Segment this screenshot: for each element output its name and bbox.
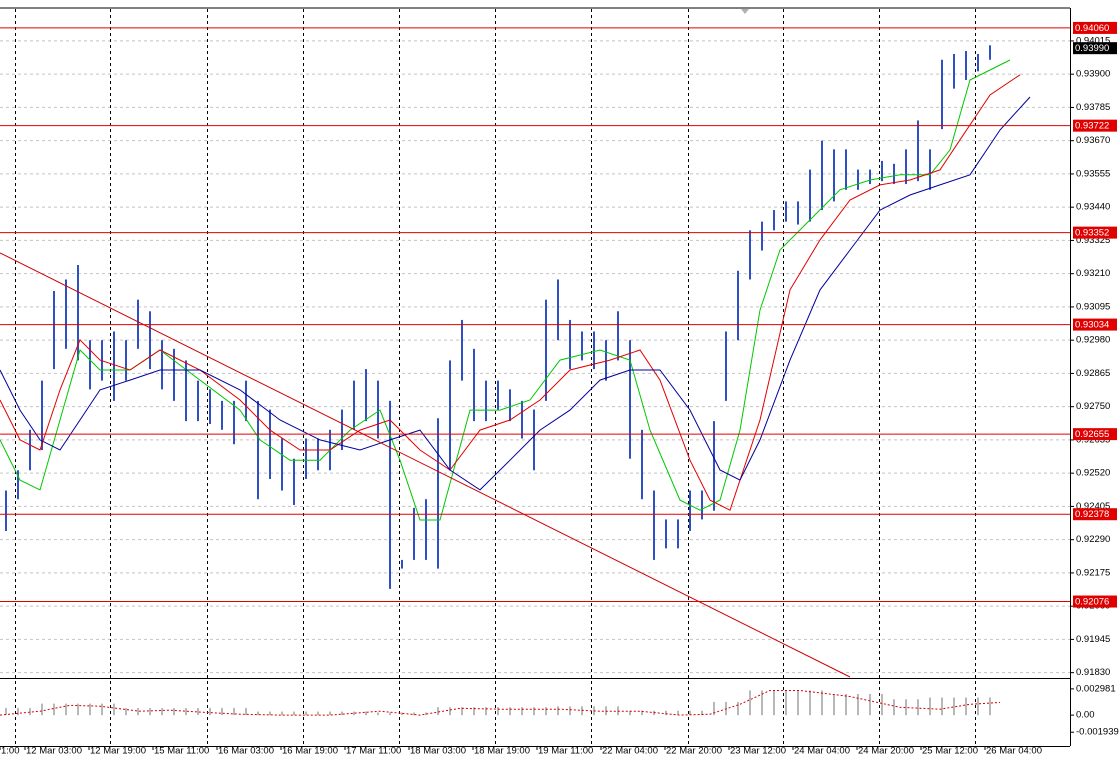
y-tick-label: 0.92980 — [1076, 335, 1110, 346]
level-label-box — [1073, 21, 1117, 34]
x-tick-label: 22 Mar 20:00 — [666, 746, 722, 757]
level-label: 0.93722 — [1075, 121, 1109, 132]
x-tick-label: 18 Mar 19:00 — [474, 746, 530, 757]
x-tick-label: 16 Mar 19:00 — [282, 746, 338, 757]
osc-signal-line — [0, 690, 1001, 716]
x-tick-label: 26 Mar 04:00 — [986, 746, 1042, 757]
x-tick-label: 24 Mar 04:00 — [794, 746, 850, 757]
y-tick-label: 0.91945 — [1076, 634, 1110, 645]
x-tick-label: 19 Mar 11:00 — [538, 746, 593, 757]
current-price-box — [1073, 42, 1117, 55]
y-tick-label: 0.92290 — [1076, 534, 1110, 545]
data-layer — [0, 27, 1070, 716]
y-tick-label: 0.93210 — [1076, 268, 1110, 279]
x-tick-label: 17 Mar 11:00 — [346, 746, 401, 757]
y-tick-label: 0.94015 — [1076, 35, 1110, 46]
shift-marker — [741, 9, 749, 14]
y-tick-label: 0.92405 — [1076, 501, 1110, 512]
grid-layer — [0, 9, 1070, 746]
axis-layer: 0.94015 0.93900 0.93785 0.93670 0.93555 0.934… — [0, 21, 1119, 757]
x-tick-label: 24 Mar 20:00 — [858, 746, 914, 757]
x-tick-label: 12 Mar 03:00 — [26, 746, 82, 757]
x-tick-label: 22 Mar 04:00 — [602, 746, 658, 757]
y-tick-label: 0.92175 — [1076, 567, 1110, 578]
level-label: 0.94060 — [1075, 23, 1109, 34]
level-label: 0.92076 — [1075, 597, 1109, 608]
y-tick-label: 0.91830 — [1076, 667, 1110, 678]
level-label-box — [1073, 428, 1117, 441]
level-label-box — [1073, 508, 1117, 521]
y-tick-label: 0.93785 — [1076, 102, 1110, 113]
y-tick-label: 0.93325 — [1076, 235, 1110, 246]
x-tick-label: 16 Mar 03:00 — [218, 746, 274, 757]
y-tick-label: 0.93095 — [1076, 301, 1110, 312]
y-tick-label: 0.92750 — [1076, 401, 1110, 412]
osc-y-tick-label: 0.002981 — [1076, 683, 1116, 694]
x-tick-label: 12 Mar 19:00 — [90, 746, 146, 757]
x-tick-label: 23 Mar 12:00 — [730, 746, 786, 757]
level-label: 0.93352 — [1075, 228, 1109, 239]
moving-average — [0, 74, 1021, 511]
moving-average — [0, 96, 1031, 491]
y-tick-label: 0.93555 — [1076, 168, 1110, 179]
y-tick-label: 0.93670 — [1076, 135, 1110, 146]
level-label: 0.93034 — [1075, 320, 1109, 331]
x-tick-label: 1:00 — [1, 746, 20, 757]
level-label-box — [1073, 595, 1117, 608]
level-label: 0.92655 — [1075, 429, 1109, 440]
y-tick-label: 0.93440 — [1076, 202, 1110, 213]
x-tick-label: 15 Mar 11:00 — [154, 746, 209, 757]
y-tick-label: 0.92865 — [1076, 368, 1110, 379]
x-tick-label: 25 Mar 12:00 — [922, 746, 978, 757]
osc-y-tick-label: -0.001939 — [1076, 727, 1119, 738]
level-label-box — [1073, 226, 1117, 239]
level-label-box — [1073, 119, 1117, 132]
x-tick-label: 18 Mar 03:00 — [410, 746, 466, 757]
level-label-box — [1073, 318, 1117, 331]
y-tick-label: 0.93900 — [1076, 69, 1110, 80]
y-tick-label: 0.92520 — [1076, 468, 1110, 479]
current-price-label: 0.93990 — [1075, 43, 1109, 54]
level-label: 0.92378 — [1075, 509, 1109, 520]
osc-y-tick-label: 0.00 — [1076, 710, 1095, 721]
trend-line — [0, 252, 851, 678]
